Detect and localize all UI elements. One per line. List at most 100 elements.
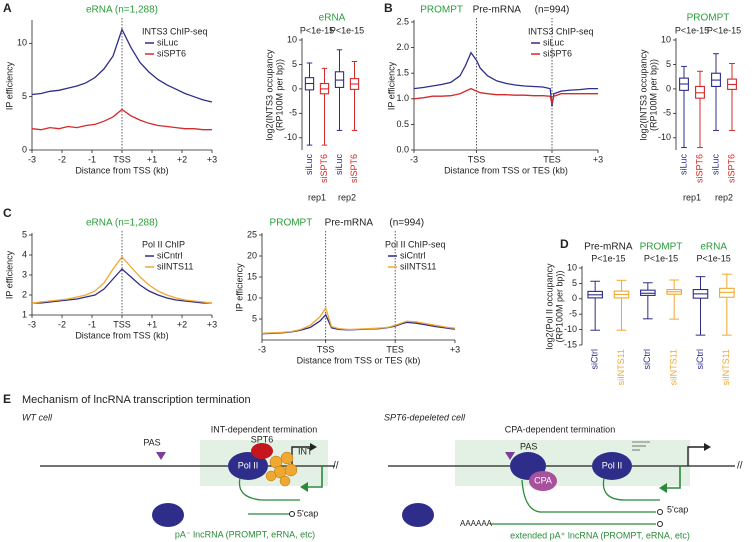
pol-ii (152, 503, 184, 527)
series-line (32, 268, 212, 304)
x-tick-label: -2 (58, 319, 66, 329)
termination-label: CPA-dependent termination (505, 424, 615, 434)
p-value: P<1e-15 (300, 25, 334, 35)
arrow-head (704, 443, 711, 451)
legend-label: siLuc (543, 37, 565, 47)
cap-label: 5'cap (667, 504, 688, 514)
legend-label: siSPT6 (157, 48, 186, 58)
category-label: siINTS11 (721, 349, 731, 385)
annotation: (n=994) (389, 218, 424, 229)
chart-title: eRNA (n=1,288) (86, 218, 158, 229)
x-tick-label: +3 (593, 154, 603, 164)
p-value: P<1e-15 (707, 25, 741, 35)
x-tick-label: -2 (58, 154, 66, 164)
x-tick-label: -1 (88, 154, 96, 164)
pas-label: PAS (520, 441, 537, 451)
series-line (31, 255, 213, 304)
legend-label: siCntrl (157, 250, 183, 260)
spt6-label: SPT6 (251, 434, 274, 444)
y-axis-label: log2(Pol II occupancy (544, 263, 554, 350)
break-mark: // (333, 461, 339, 472)
pol-ii-label: Pol II (602, 460, 623, 470)
termination-label: INT-dependent termination (211, 424, 318, 434)
x-tick-label: TSS (317, 344, 335, 354)
arrow-head (310, 443, 317, 451)
cpa (529, 471, 557, 491)
antisense-arrow (305, 466, 323, 488)
series-line (31, 27, 213, 103)
x-tick-label: +2 (177, 319, 187, 329)
x-tick-label: TES (543, 154, 561, 164)
product-label: extended pA⁺ lncRNA (PROMPT, eRNA, etc) (510, 530, 690, 540)
x-tick-label: TSS (468, 154, 486, 164)
y-axis-label: log2(INTS3 occupancy (638, 49, 648, 141)
y-tick-label: 5 (252, 313, 257, 323)
x-axis-label: Distance from TSS (kb) (75, 165, 168, 175)
y-tick-label: 1.5 (396, 68, 409, 78)
y-tick-label: 10 (17, 38, 27, 48)
legend-label: siLuc (157, 37, 179, 47)
chart: 5 10 15 20 25 -3 TSS TES +3 PROMPT Pre-mRNA (n=994)… (234, 218, 460, 366)
y-tick-label: -5 (289, 108, 297, 118)
series-line (413, 51, 598, 107)
y-axis-label: (RP100M per bp)) (648, 59, 658, 131)
legend-title: Pol II ChIP-seq (385, 239, 446, 249)
pas-triangle (156, 452, 166, 460)
group-label: rep2 (715, 192, 733, 202)
y-tick-label: 20 (247, 250, 257, 260)
cell-label: SPT6-depeleted cell (384, 412, 466, 422)
legend-title: Pol II ChIP (142, 239, 185, 249)
category-label: siCtrl (695, 349, 705, 370)
category-label: siSPT6 (694, 154, 704, 183)
x-tick-label: +1 (147, 154, 157, 164)
cpa-label: CPA (534, 475, 552, 485)
pol-ii-label: Pol II (238, 460, 259, 470)
y-tick-label: 25 (247, 229, 257, 239)
group-label: rep1 (308, 192, 326, 202)
y-tick-label: 2 (22, 289, 27, 299)
y-tick-label: 1.0 (396, 93, 409, 103)
y-axis-label: IP efficiency (4, 250, 14, 299)
series-line (261, 306, 456, 334)
y-tick-label: 4 (22, 249, 27, 259)
category-label: siINTS11 (669, 349, 679, 385)
pol-ii (592, 452, 632, 480)
y-tick-label: 10 (661, 34, 671, 44)
y-tick-label: 0 (572, 293, 577, 303)
y-tick-label: 1 (22, 309, 27, 319)
p-value: P<1e-15 (330, 25, 364, 35)
series-line (413, 87, 598, 105)
x-tick-label: TES (386, 344, 404, 354)
x-axis-label: Distance from TSS or TES (kb) (297, 355, 421, 365)
termination-zone (455, 440, 690, 486)
panel-label: C (3, 206, 12, 220)
antisense-arrow (664, 466, 681, 489)
group-name: Pre-mRNA (584, 242, 633, 253)
y-tick-label: 10 (247, 292, 257, 302)
category-label: siLuc (678, 154, 688, 176)
y-axis-label: IP efficiency (234, 263, 244, 312)
rna (602, 477, 660, 501)
group-name: eRNA (700, 242, 727, 253)
y-tick-label: -5 (569, 309, 577, 319)
annotation: PROMPT (420, 5, 463, 16)
x-tick-label: -3 (28, 319, 36, 329)
y-tick-label: -10 (284, 132, 297, 142)
x-tick-label: -3 (410, 154, 418, 164)
p-value: P<1e-15 (697, 253, 731, 263)
legend-label: siSPT6 (543, 48, 572, 58)
y-tick-label: 15 (247, 271, 257, 281)
p-value: P<1e-15 (644, 253, 678, 263)
y-tick-label: 0.5 (396, 119, 409, 129)
category-label: siCtrl (642, 349, 652, 370)
y-tick-label: -10 (564, 324, 577, 334)
y-tick-label: 2.0 (396, 42, 409, 52)
polya-label: AAAAAA (460, 519, 493, 528)
category-label: siLuc (334, 154, 344, 176)
y-tick-label: 5 (666, 59, 671, 69)
int-label: INT (298, 446, 313, 456)
y-tick-label: 5 (22, 229, 27, 239)
panel-label: B (384, 1, 393, 15)
cap (657, 521, 663, 527)
